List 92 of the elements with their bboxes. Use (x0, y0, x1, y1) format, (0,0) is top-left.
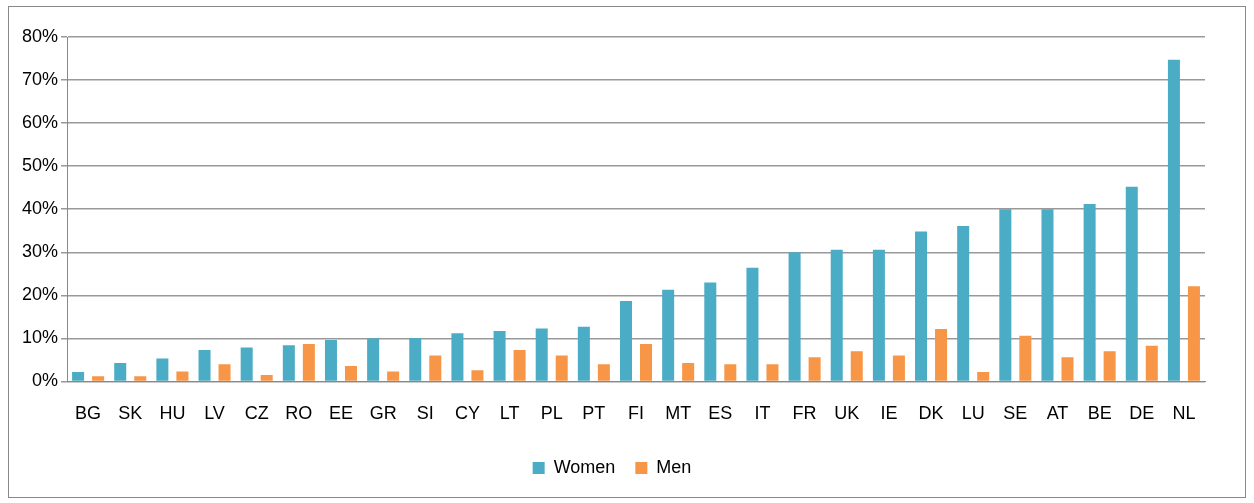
bar (1019, 335, 1032, 381)
bar (260, 374, 273, 381)
x-tick-label: LT (499, 403, 520, 424)
x-tick-label: MT (665, 403, 692, 424)
x-tick-label: RO (285, 403, 313, 424)
bar (429, 355, 442, 381)
bar (513, 349, 526, 381)
bar (808, 357, 821, 381)
bar (324, 340, 337, 381)
x-tick-label: AT (1046, 403, 1069, 424)
y-tick-label: 0% (32, 370, 59, 391)
bar (1125, 186, 1138, 381)
bar (850, 351, 863, 381)
x-tick-label: PL (540, 403, 563, 424)
bar (872, 249, 885, 381)
x-tick-label: ES (708, 403, 733, 424)
bar (1145, 345, 1158, 381)
bar (409, 337, 422, 381)
x-tick-label: LU (961, 403, 985, 424)
y-tick-label: 60% (22, 112, 59, 133)
x-tick-label: NL (1172, 403, 1196, 424)
bar (1041, 209, 1054, 381)
x-tick-label: IT (754, 403, 771, 424)
y-tick-label: 30% (22, 241, 59, 262)
y-tick-label: 40% (22, 198, 59, 219)
bar (1083, 204, 1096, 381)
y-tick-label: 80% (22, 25, 59, 46)
bar (915, 231, 928, 381)
bar (892, 355, 905, 381)
bar (704, 282, 717, 381)
x-tick-label: CZ (244, 403, 269, 424)
bar (1103, 351, 1116, 381)
x-tick-label: DE (1129, 403, 1155, 424)
bar (471, 370, 484, 381)
bar (935, 328, 948, 381)
bar (344, 365, 357, 381)
bar (176, 371, 189, 381)
bar (746, 267, 759, 381)
bar (367, 338, 380, 381)
bar (282, 345, 295, 381)
bar (766, 364, 779, 381)
x-tick-label: FR (792, 403, 817, 424)
y-tick-label: 70% (22, 69, 59, 90)
bar (535, 328, 548, 381)
legend-label: Women (553, 456, 616, 477)
x-tick-label: CY (454, 403, 480, 424)
x-tick-label: BE (1087, 403, 1112, 424)
x-tick-label: BG (75, 403, 102, 424)
bar (1061, 357, 1074, 381)
x-tick-label: SI (416, 403, 434, 424)
bar (597, 364, 610, 381)
y-tick-label: 10% (22, 327, 59, 348)
x-tick-label: LV (204, 403, 225, 424)
bar (493, 331, 506, 381)
x-tick-label: DK (918, 403, 944, 424)
bar (451, 333, 464, 381)
bar (999, 209, 1012, 381)
bar (977, 371, 990, 381)
bar (302, 343, 315, 381)
x-tick-label: HU (159, 403, 186, 424)
bar (72, 371, 85, 381)
bar (1187, 286, 1200, 381)
x-tick-label: EE (328, 403, 353, 424)
x-tick-label: UK (834, 403, 860, 424)
y-tick-label: 20% (22, 284, 59, 305)
x-tick-label: SK (118, 403, 143, 424)
bar (387, 371, 400, 381)
y-tick-label: 50% (22, 155, 59, 176)
bar (577, 326, 590, 381)
bar (788, 252, 801, 381)
bar (198, 349, 211, 381)
bar (555, 355, 568, 381)
bar (957, 225, 970, 381)
bar (830, 249, 843, 381)
x-tick-label: GR (369, 403, 397, 424)
bar (218, 364, 231, 381)
bar (156, 358, 169, 381)
bar (724, 364, 737, 381)
bar (92, 376, 105, 381)
bar (620, 300, 633, 381)
legend-label: Men (656, 456, 692, 477)
x-tick-label: SE (1003, 403, 1028, 424)
bar (1167, 59, 1180, 381)
bar (682, 362, 695, 381)
bar (640, 343, 653, 381)
bar (114, 362, 127, 381)
bar (240, 347, 253, 381)
x-tick-label: IE (880, 403, 898, 424)
bar (134, 376, 147, 381)
x-tick-label: PT (582, 403, 606, 424)
bar (662, 289, 675, 381)
x-tick-label: FI (628, 403, 645, 424)
